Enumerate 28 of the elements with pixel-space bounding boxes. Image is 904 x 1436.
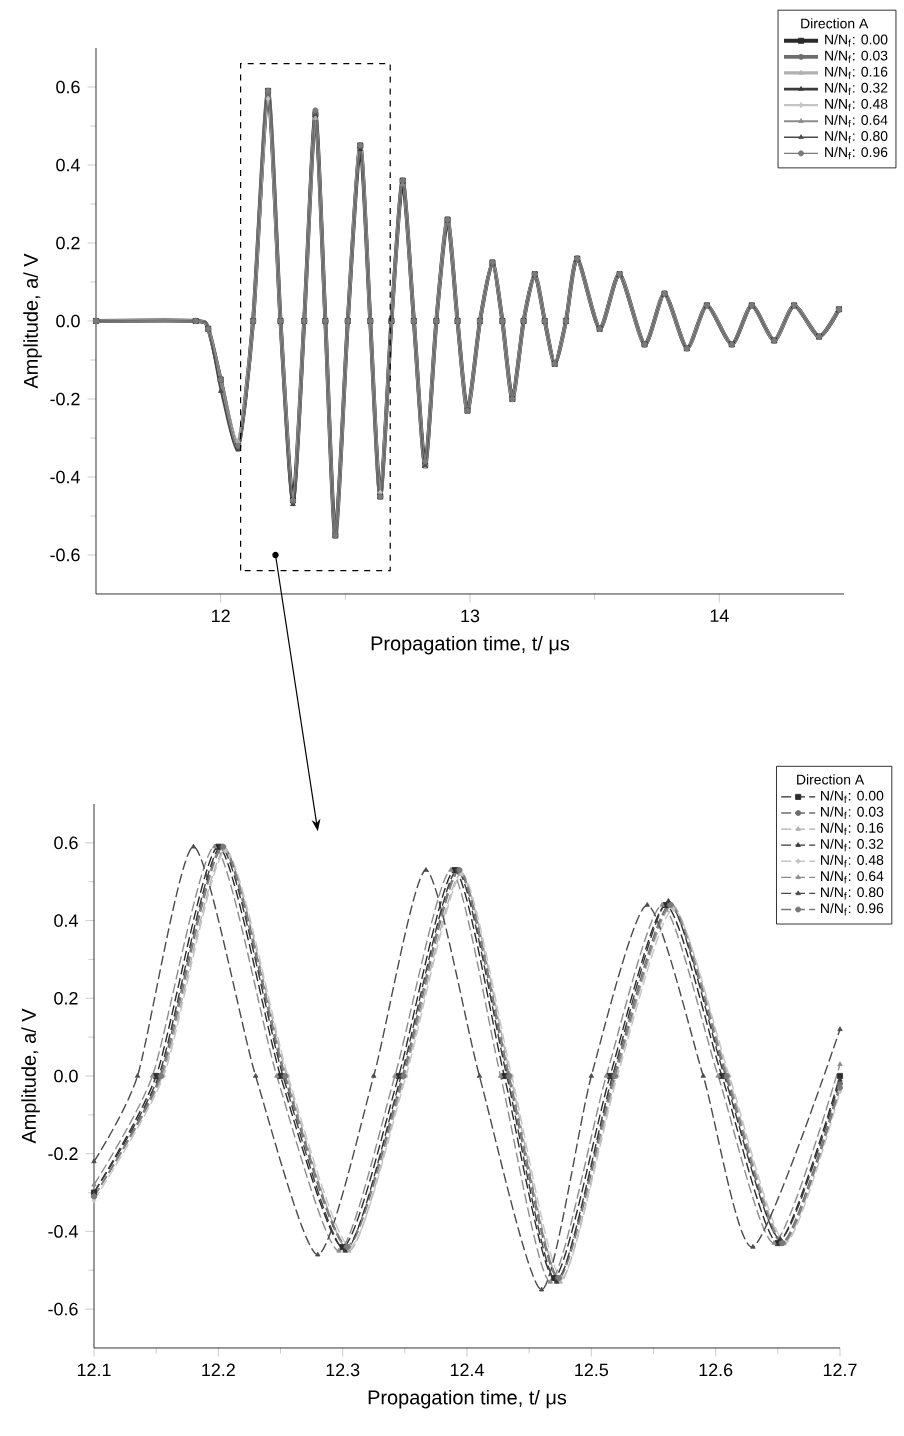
x-tick-label: 12.3 (326, 1363, 360, 1377)
y-axis-title: Amplitude, a/ V (21, 1008, 40, 1144)
x-tick-label: 12.6 (699, 1363, 733, 1377)
x-tick-label: 14 (710, 609, 729, 622)
y-tick-label: -0.6 (50, 548, 80, 562)
x-tick-label: 12.1 (77, 1363, 111, 1377)
x-tick-label: 13 (461, 609, 480, 623)
y-tick-label: 0.2 (56, 236, 80, 250)
y-tick-label: -0.4 (48, 1225, 78, 1238)
y-tick-label: 0.6 (56, 80, 80, 94)
y-tick-label: 0.4 (56, 158, 80, 172)
y-tick-label: -0.2 (50, 392, 80, 406)
y-tick-label: 0.0 (56, 314, 80, 328)
y-tick-label: 0.6 (54, 836, 78, 850)
y-axis-title: Amplitude, a/ V (23, 253, 42, 389)
x-axis-title: Propagation time, t/ μs (368, 1389, 567, 1409)
x-tick-label: 12 (212, 609, 230, 623)
y-tick-label: 0.4 (54, 914, 78, 927)
x-tick-label: 12.2 (202, 1363, 235, 1377)
y-tick-label: -0.2 (48, 1147, 78, 1161)
x-tick-label: 12.7 (823, 1363, 857, 1377)
y-tick-label: -0.4 (50, 470, 80, 484)
x-tick-label: 12.4 (450, 1363, 484, 1377)
y-tick-label: 0.0 (54, 1069, 78, 1083)
x-axis-title: Propagation time, t/ μs (371, 635, 570, 655)
y-tick-label: 0.2 (54, 991, 78, 1005)
y-tick-label: -0.6 (48, 1302, 78, 1316)
x-tick-label: 12.5 (575, 1363, 609, 1377)
